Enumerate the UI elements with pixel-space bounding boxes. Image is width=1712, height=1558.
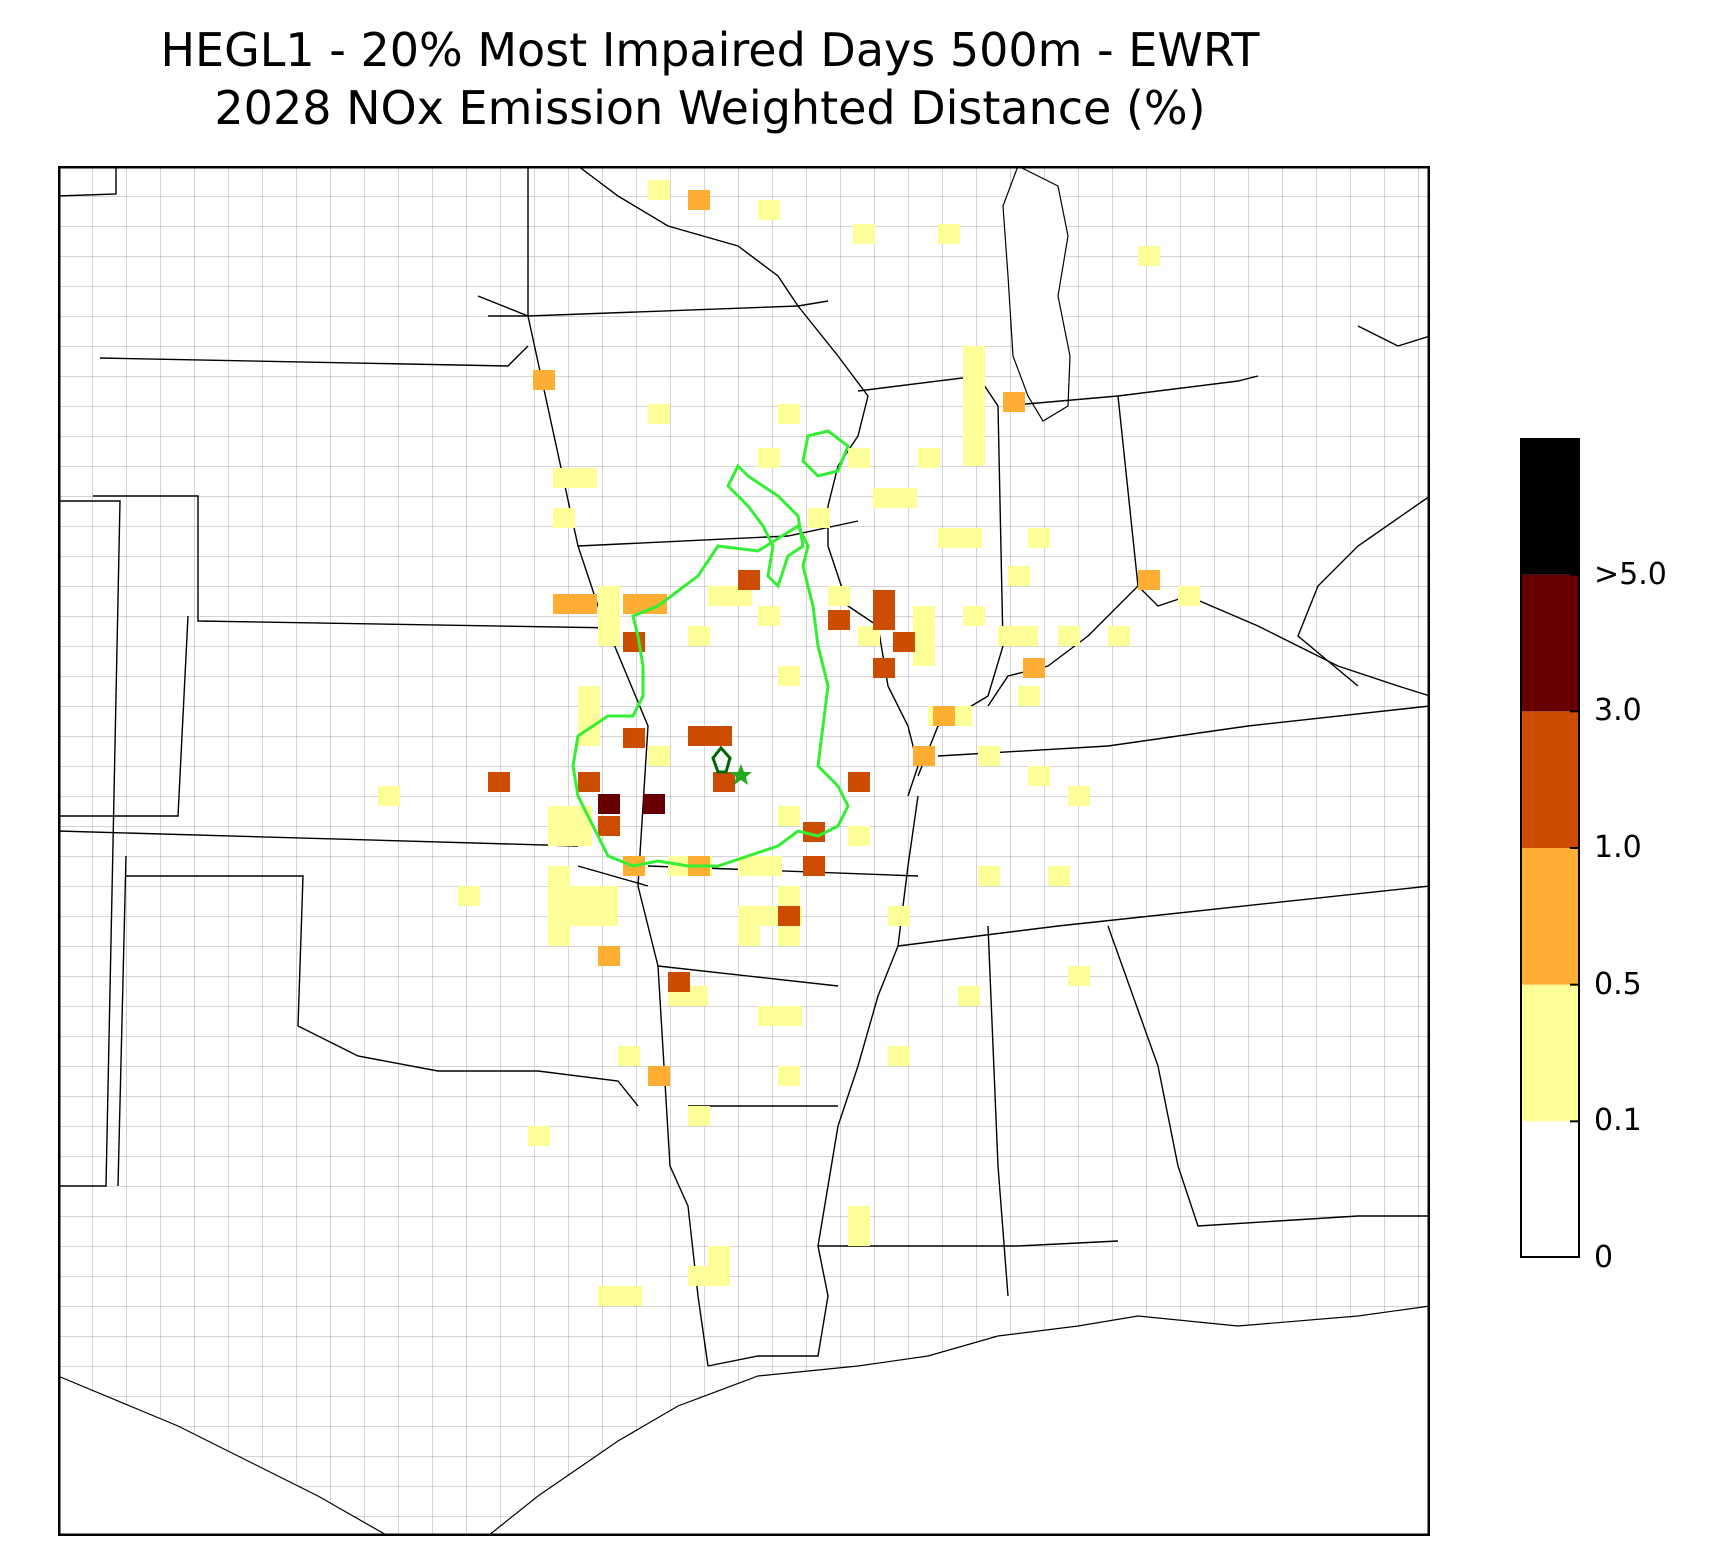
lake-michigan (1002, 166, 1071, 422)
county-boundaries (58, 166, 1430, 1536)
colorbar-bin (1520, 984, 1580, 1122)
map-panel (58, 166, 1430, 1536)
colorbar (1520, 438, 1580, 1258)
class-i-area-outline (711, 745, 732, 774)
map-frame (58, 166, 1430, 1536)
emission-cells (378, 180, 1200, 1306)
colorbar-bin (1520, 711, 1580, 848)
impact-contours (571, 429, 850, 868)
colorbar-tick-label: 0 (1594, 1240, 1614, 1275)
colorbar-tick-label: 1.0 (1594, 830, 1642, 865)
colorbar-tick-label: 3.0 (1594, 693, 1642, 729)
colorbar-bin (1520, 848, 1580, 985)
colorbar-bin (1520, 574, 1580, 712)
colorbar-tick-label: 0.5 (1594, 966, 1642, 1002)
site-star-marker (730, 764, 752, 785)
map-title-line-2: 2028 NOx Emission Weighted Distance (%) (214, 81, 1206, 135)
colorbar-tick-label: 0.1 (1594, 1103, 1642, 1139)
gulf-of-mexico (58, 1305, 1430, 1536)
state-boundaries (58, 166, 1430, 1367)
map-title-line-1: HEGL1 - 20% Most Impaired Days 500m - EW… (160, 23, 1260, 77)
colorbar-bin (1520, 1121, 1580, 1258)
colorbar-tick-label: >5.0 (1594, 556, 1667, 592)
colorbar-bin (1520, 438, 1580, 575)
